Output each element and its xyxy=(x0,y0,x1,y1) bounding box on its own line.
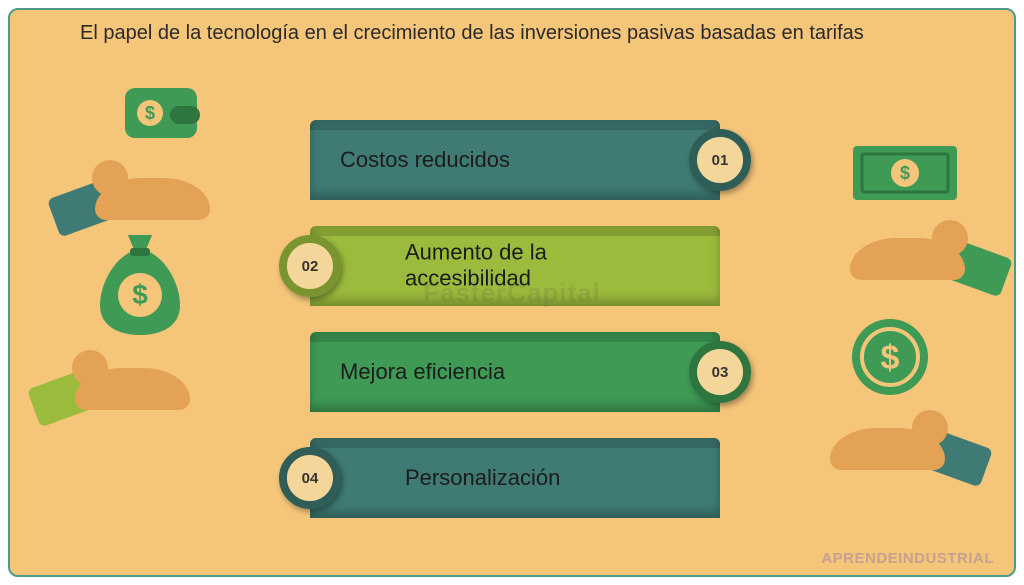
number-badge: 03 xyxy=(689,341,751,403)
list-bar: Personalización04 xyxy=(310,438,720,518)
bar-label: Mejora eficiencia xyxy=(340,359,505,385)
wallet-icon: $ xyxy=(120,78,210,148)
list-bar: Costos reducidos01 xyxy=(310,120,720,200)
list-bars: Costos reducidos01 Aumento de la accesibi… xyxy=(310,120,720,544)
deco-wallet-hand: $ xyxy=(70,110,230,220)
page-title: El papel de la tecnología en el crecimie… xyxy=(80,20,944,47)
bar-label: Costos reducidos xyxy=(340,147,510,173)
money-bag-icon: $ xyxy=(90,230,190,340)
deco-coin-hand: $ xyxy=(810,360,970,470)
coin-icon: $ xyxy=(845,312,935,402)
deco-bag-hand: $ xyxy=(50,300,210,410)
number-badge: 04 xyxy=(279,447,341,509)
number-badge: 01 xyxy=(689,129,751,191)
list-bar: Aumento de la accesibilidad02 xyxy=(310,226,720,306)
banknote-icon: $ xyxy=(850,140,960,206)
svg-text:$: $ xyxy=(881,339,900,377)
svg-text:$: $ xyxy=(900,163,910,183)
list-bar: Mejora eficiencia03 xyxy=(310,332,720,412)
brand-label: APRENDEINDUSTRIAL xyxy=(821,550,994,567)
infographic-canvas: El papel de la tecnología en el crecimie… xyxy=(0,0,1024,585)
bar-label: Personalización xyxy=(405,465,560,491)
svg-text:$: $ xyxy=(132,279,148,310)
number-badge: 02 xyxy=(279,235,341,297)
deco-bill-hand: $ xyxy=(830,170,990,280)
bar-label: Aumento de la accesibilidad xyxy=(405,240,675,293)
svg-text:$: $ xyxy=(145,103,155,123)
